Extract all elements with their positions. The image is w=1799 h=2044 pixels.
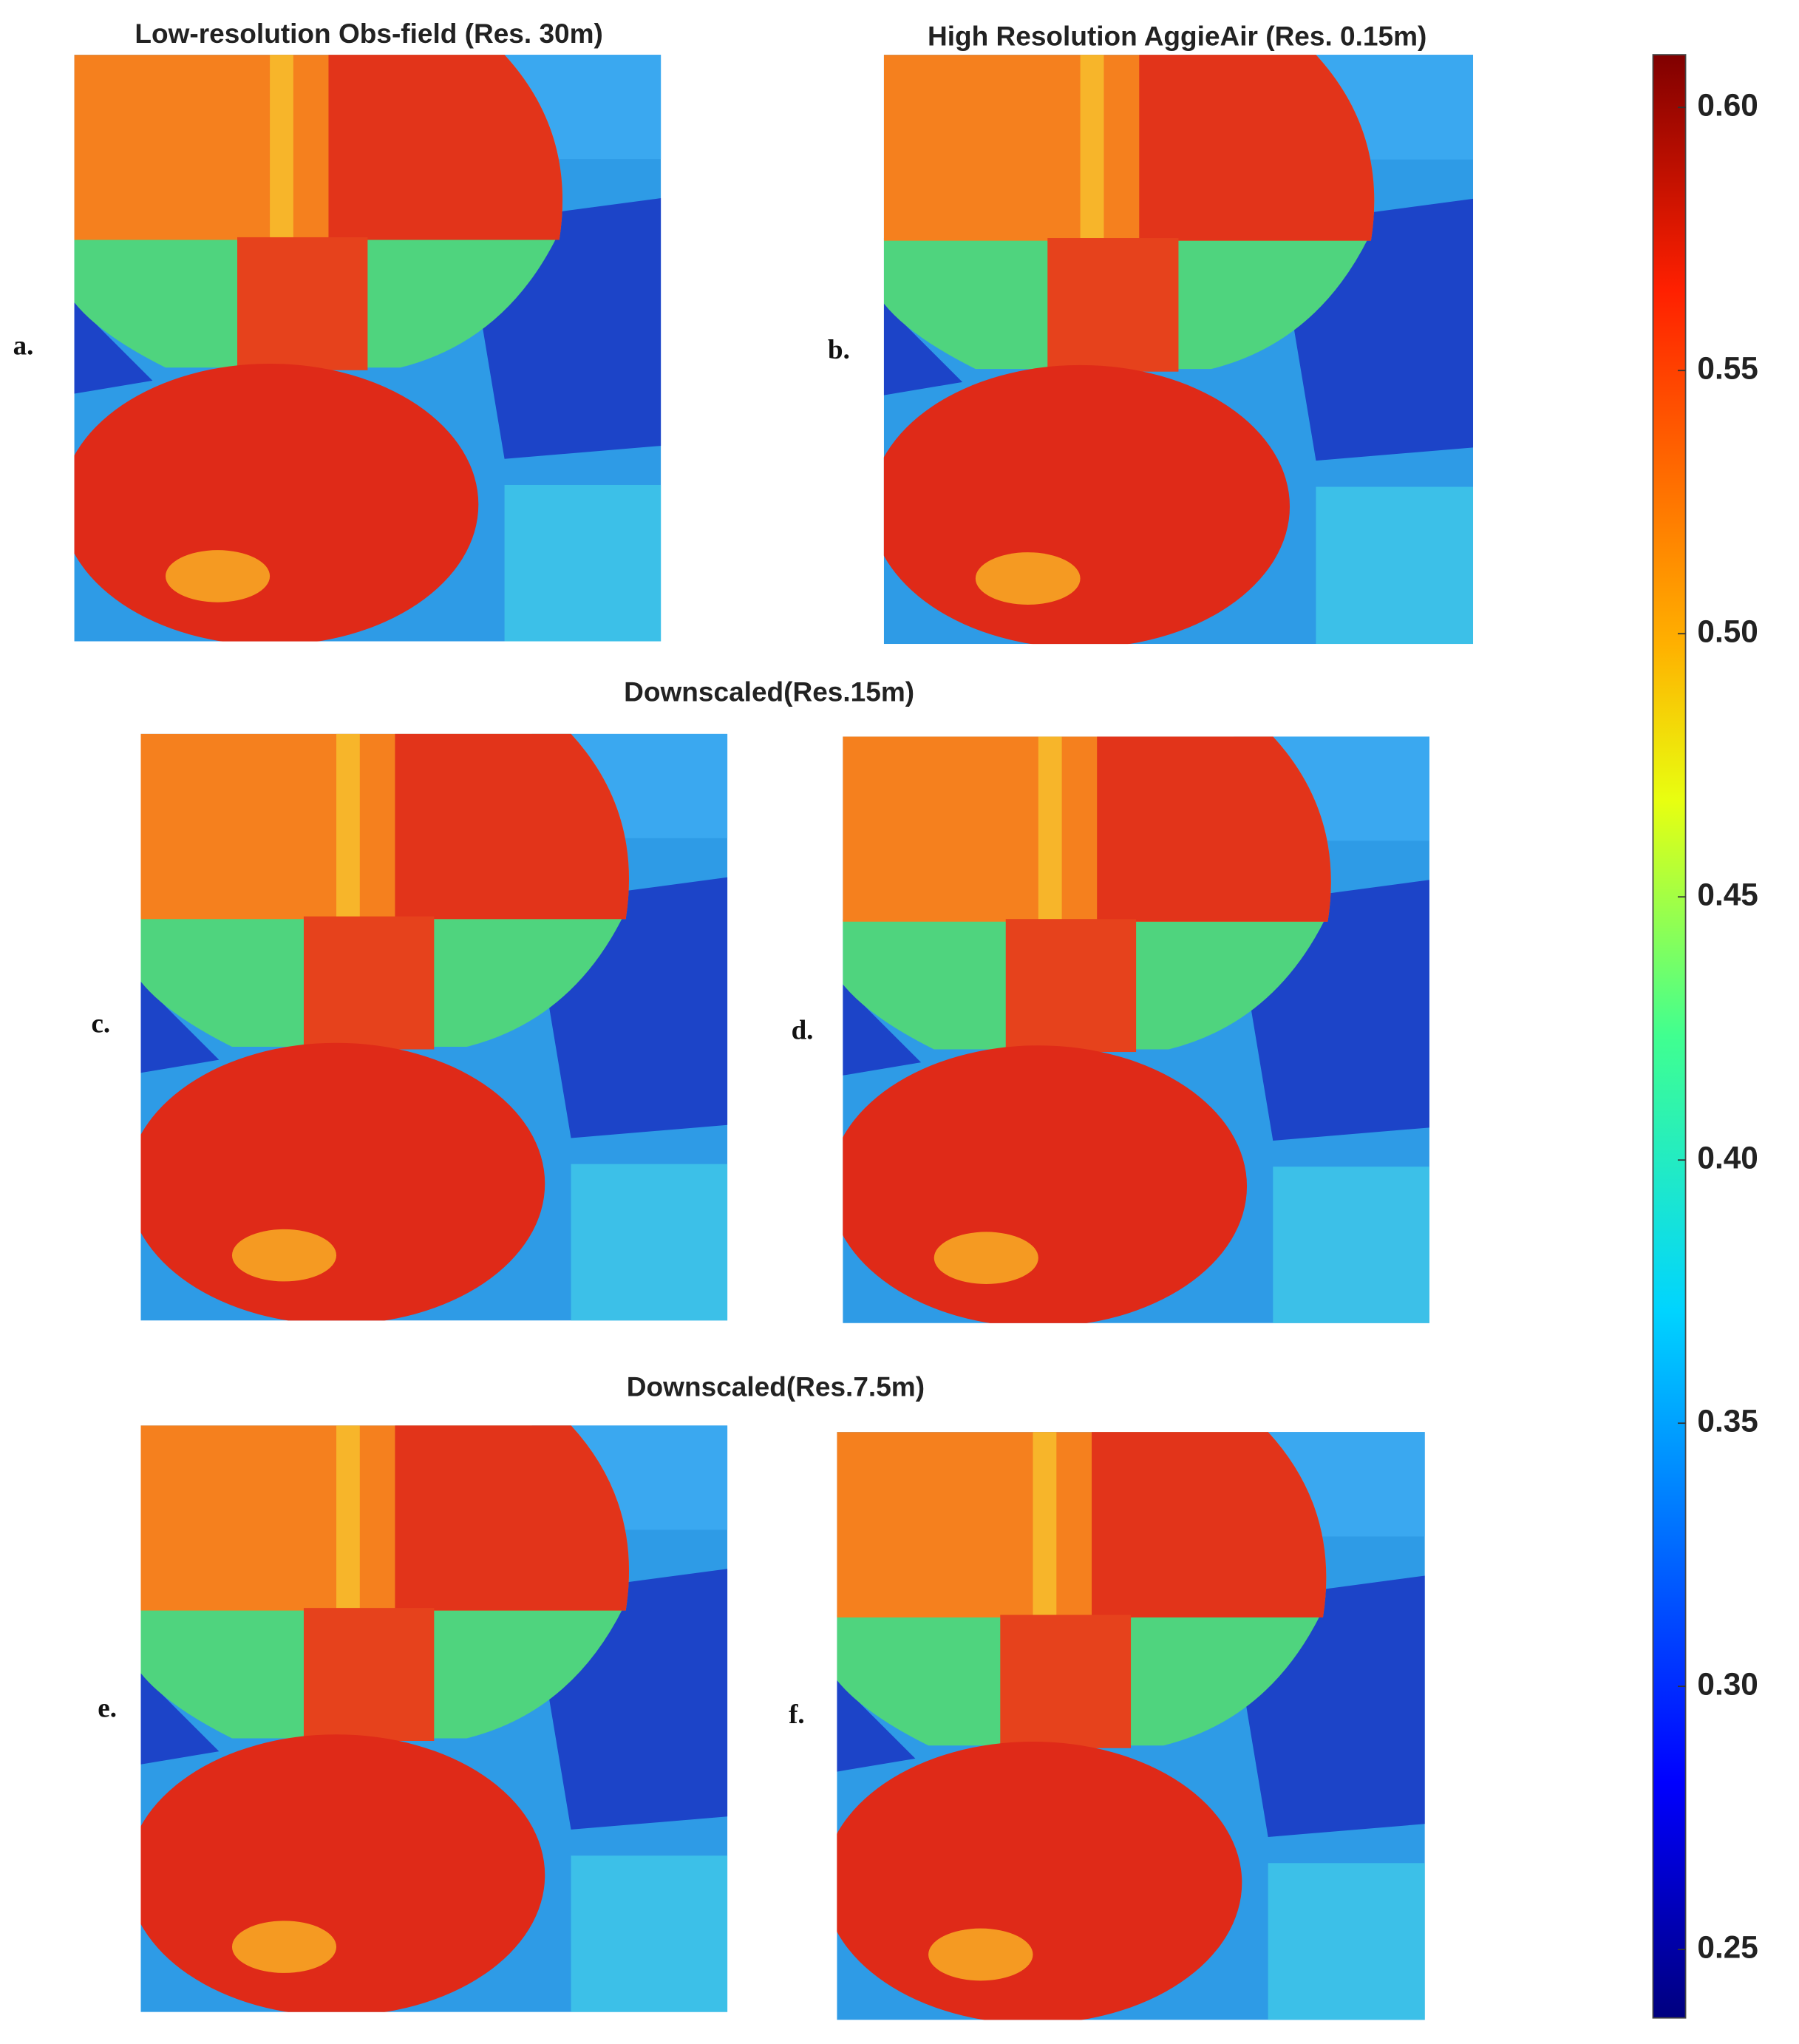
colorbar-tick-label: 0.45: [1697, 877, 1758, 911]
panel-label: c.: [91, 1009, 110, 1039]
colorbar-tick-label: 0.30: [1697, 1666, 1758, 1701]
panel-label: d.: [792, 1015, 814, 1045]
panel-label: b.: [828, 335, 850, 365]
panel-title: Low-resolution Obs-field (Res. 30m): [135, 18, 603, 49]
section-title: Downscaled(Res.15m): [624, 676, 914, 707]
section-title: Downscaled(Res.7.5m): [627, 1371, 925, 1402]
colorbar-tick-label: 0.25: [1697, 1929, 1758, 1964]
panel-image: [871, 55, 1473, 648]
colorbar: [1652, 54, 1687, 2019]
colorbar-tick-label: 0.40: [1697, 1140, 1758, 1175]
panel-image: [824, 1432, 1425, 2024]
panel-label: e.: [98, 1693, 117, 1723]
colorbar-tick-label: 0.55: [1697, 350, 1758, 385]
panel-title: High Resolution AggieAir (Res. 0.15m): [928, 21, 1426, 52]
colorbar-tick-label: 0.60: [1697, 87, 1758, 122]
panel-image: [61, 55, 661, 645]
colorbar-tick-label: 0.50: [1697, 614, 1758, 648]
colorbar-tick-label: 0.35: [1697, 1403, 1758, 1438]
panel-label: f.: [789, 1700, 805, 1730]
panel-image: [128, 1425, 727, 2016]
panel-label: a.: [13, 331, 34, 361]
panel-image: [128, 734, 727, 1325]
panel-image: [830, 736, 1429, 1327]
